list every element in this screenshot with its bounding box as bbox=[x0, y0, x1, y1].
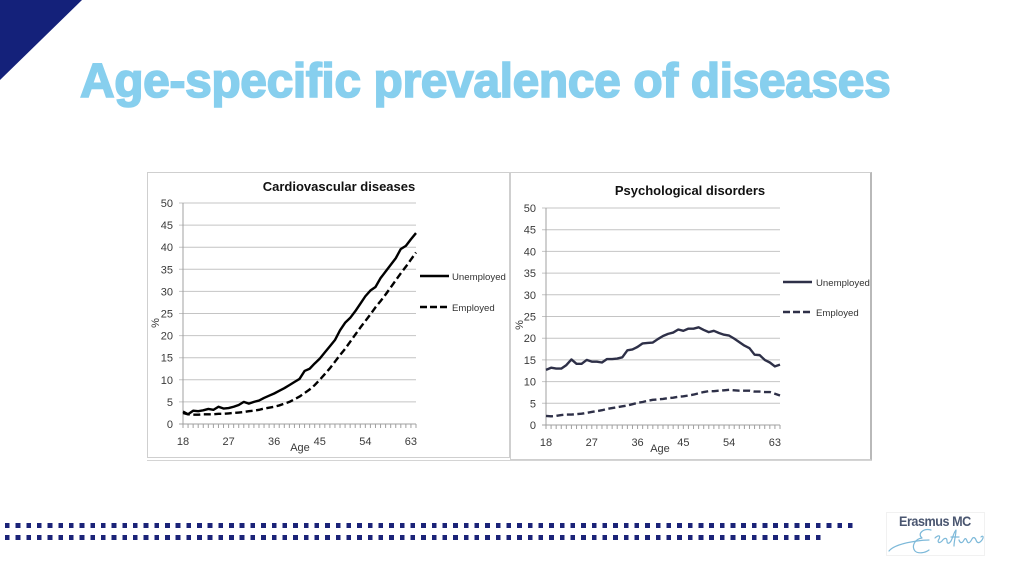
x-tick-label: 27 bbox=[586, 437, 598, 449]
chart-title: Cardiovascular diseases bbox=[263, 179, 415, 194]
x-tick-label: 63 bbox=[405, 436, 417, 448]
legend-label: Unemployed bbox=[452, 272, 506, 283]
y-tick-label: 50 bbox=[524, 203, 536, 215]
chart-cardiovascular: Cardiovascular diseases 0 5 10 15 20 25 30 35 40 4… bbox=[147, 172, 510, 458]
legend-item-employed: Employed bbox=[420, 303, 495, 314]
y-tick-label: 35 bbox=[524, 268, 536, 280]
series-line-employed bbox=[545, 388, 781, 418]
legend-item-unemployed: Unemployed bbox=[783, 278, 870, 289]
y-tick-label: 0 bbox=[530, 420, 536, 432]
y-tick-label: 45 bbox=[161, 220, 173, 232]
y-tick-label: 30 bbox=[161, 286, 173, 298]
y-tick-label: 10 bbox=[524, 377, 536, 389]
legend-item-employed: Employed bbox=[783, 308, 859, 319]
series-line-employed bbox=[182, 251, 417, 416]
y-tick-label: 20 bbox=[161, 331, 173, 343]
y-tick-label: 50 bbox=[161, 198, 173, 210]
legend-label: Employed bbox=[452, 303, 495, 314]
y-tick-label: 15 bbox=[524, 355, 536, 367]
chart-title: Psychological disorders bbox=[615, 183, 765, 198]
erasmus-mc-logo: Erasmus MC bbox=[886, 512, 985, 556]
series-line-unemployed bbox=[182, 232, 417, 416]
y-tick-label: 40 bbox=[524, 246, 536, 258]
y-tick-label: 5 bbox=[530, 398, 536, 410]
y-tick-label: 5 bbox=[167, 397, 173, 409]
legend-label: Unemployed bbox=[816, 278, 870, 289]
x-tick-label: 36 bbox=[268, 436, 280, 448]
chart-divider-line bbox=[147, 460, 872, 461]
x-axis-title: Age bbox=[650, 443, 670, 455]
x-axis-title: Age bbox=[290, 442, 310, 454]
x-tick-label: 54 bbox=[359, 436, 371, 448]
y-tick-label: 30 bbox=[524, 290, 536, 302]
x-tick-label: 54 bbox=[723, 437, 735, 449]
x-tick-label: 18 bbox=[177, 436, 189, 448]
slide-title: Age-specific prevalence of diseases bbox=[79, 55, 891, 108]
signature-strokes bbox=[888, 529, 984, 554]
y-tick-label: 25 bbox=[524, 312, 536, 324]
legend-label: Employed bbox=[816, 308, 859, 319]
y-axis-title: % bbox=[150, 318, 162, 328]
corner-triangle bbox=[0, 0, 82, 80]
signature-letters bbox=[934, 529, 984, 547]
logo-name: Erasmus MC bbox=[899, 513, 971, 529]
y-tick-label: 20 bbox=[524, 333, 536, 345]
x-tick-label: 18 bbox=[540, 437, 552, 449]
x-tick-label: 27 bbox=[222, 436, 234, 448]
corner-decoration bbox=[0, 0, 82, 80]
y-tick-label: 10 bbox=[161, 375, 173, 387]
x-tick-label: 45 bbox=[677, 437, 689, 449]
legend-item-unemployed: Unemployed bbox=[420, 272, 506, 283]
signature-icon bbox=[888, 529, 984, 554]
series-line-unemployed bbox=[545, 326, 781, 371]
y-tick-label: 45 bbox=[524, 225, 536, 237]
signature-initial bbox=[912, 529, 932, 554]
dotted-divider-bottom bbox=[5, 535, 822, 540]
chart-cardiovascular-plot: Cardiovascular diseases 0 5 10 15 20 25 30 35 40 4… bbox=[150, 179, 506, 454]
y-tick-label: 35 bbox=[161, 264, 173, 276]
y-tick-label: 0 bbox=[167, 419, 173, 431]
chart-psychological-plot: Psychological disorders 0 5 10 15 20 25 30 35 40 4… bbox=[514, 183, 870, 455]
y-tick-label: 25 bbox=[161, 309, 173, 321]
x-tick-label: 63 bbox=[769, 437, 781, 449]
chart-psychological: Psychological disorders 0 5 10 15 20 25 30 35 40 4… bbox=[510, 172, 872, 460]
x-tick-label: 36 bbox=[631, 437, 643, 449]
y-axis-title: % bbox=[514, 320, 526, 330]
y-tick-label: 15 bbox=[161, 353, 173, 365]
y-tick-label: 40 bbox=[161, 242, 173, 254]
signature-sweep bbox=[888, 539, 930, 552]
dotted-divider-top bbox=[5, 523, 853, 528]
x-tick-label: 45 bbox=[314, 436, 326, 448]
